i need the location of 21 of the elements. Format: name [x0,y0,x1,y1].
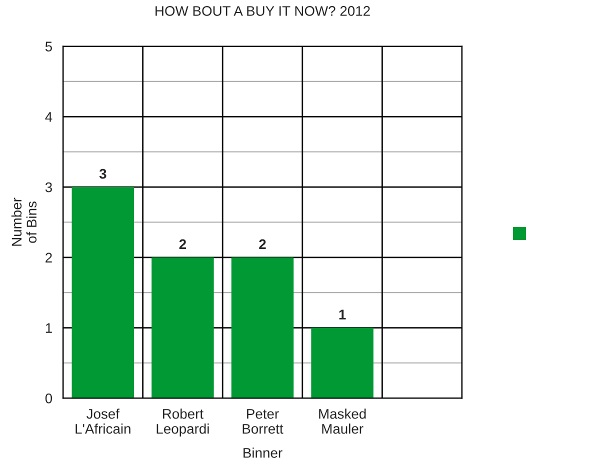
y-tick-label: 5 [45,42,52,52]
data-label: 2 [259,239,266,249]
y-tick-label: 4 [45,112,52,122]
y-tick-label: 1 [46,323,52,333]
x-tick-label: Peter Borrett [242,409,284,434]
chart-title: HOW BOUT A BUY IT NOW? 2012 [156,6,370,16]
x-tick-label: Robert Leopardi [156,408,209,437]
y-tick-label: 2 [46,252,52,262]
y-tick-label: 3 [45,182,52,192]
bar [311,328,374,398]
x-tick-label: Josef L'Africain [76,408,130,434]
y-axis-title: Number of Bins [11,198,37,246]
x-axis-title: Binner [244,448,282,458]
y-tick-label: 0 [45,394,52,404]
bar [231,257,294,398]
data-label: 1 [339,310,346,320]
bar [72,187,134,398]
data-label: 3 [99,168,106,179]
bar [152,257,214,398]
data-label: 2 [179,239,186,249]
x-tick-label: Masked Mauler [319,408,366,434]
